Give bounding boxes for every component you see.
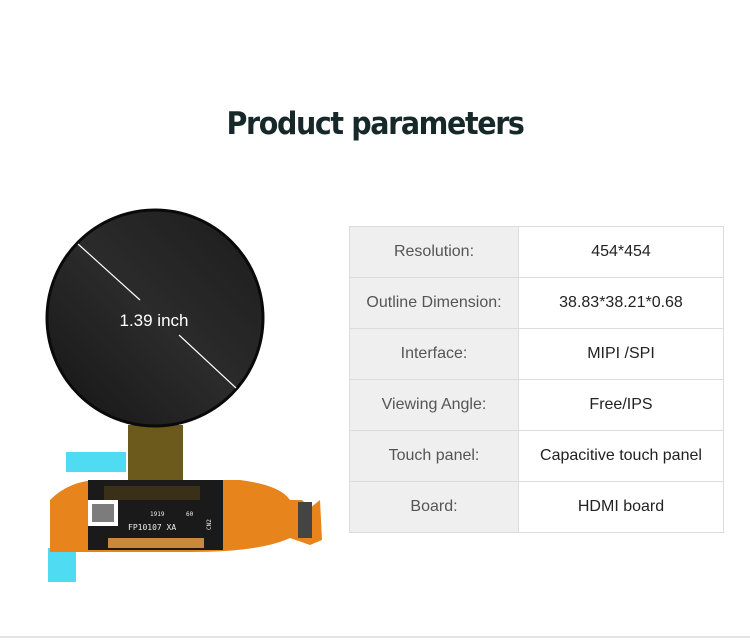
product-image: FP10107 XA 1919 60 CN2 1.39 inch [45, 208, 322, 582]
spec-label: Touch panel: [349, 430, 519, 482]
spec-value: 38.83*38.21*0.68 [518, 277, 724, 329]
spec-row: Interface: MIPI /SPI [349, 328, 724, 380]
board-print: 60 [186, 511, 194, 518]
spec-value: Capacitive touch panel [518, 430, 724, 482]
spec-value: HDMI board [518, 481, 724, 533]
spec-row: Viewing Angle: Free/IPS [349, 379, 724, 431]
spec-row: Resolution: 454*454 [349, 226, 724, 278]
spec-row: Touch panel: Capacitive touch panel [349, 430, 724, 482]
spec-row: Outline Dimension: 38.83*38.21*0.68 [349, 277, 724, 329]
spec-label: Board: [349, 481, 519, 533]
spec-label: Outline Dimension: [349, 277, 519, 329]
tape-top [66, 452, 126, 472]
divider [0, 636, 750, 638]
board-gold-pad [108, 538, 204, 548]
spec-row: Board: HDMI board [349, 481, 724, 533]
board-print: CN2 [206, 519, 213, 530]
connector [298, 502, 312, 538]
spec-label: Interface: [349, 328, 519, 380]
board-print: FP10107 XA [128, 523, 176, 532]
qr-code [92, 504, 114, 522]
spec-value: 454*454 [518, 226, 724, 278]
diagonal-label: 1.39 inch [120, 311, 189, 330]
spec-value: Free/IPS [518, 379, 724, 431]
spec-label: Resolution: [349, 226, 519, 278]
spec-label: Viewing Angle: [349, 379, 519, 431]
board-print: 1919 [150, 511, 165, 518]
board-connector-area [104, 486, 200, 500]
diagonal-line [77, 243, 141, 301]
spec-table: Resolution: 454*454 Outline Dimension: 38.8… [349, 226, 724, 533]
diagonal-line [178, 334, 237, 389]
spec-value: MIPI /SPI [518, 328, 724, 380]
tape-bottom [48, 548, 76, 582]
page-title: Product parameters [226, 106, 525, 142]
